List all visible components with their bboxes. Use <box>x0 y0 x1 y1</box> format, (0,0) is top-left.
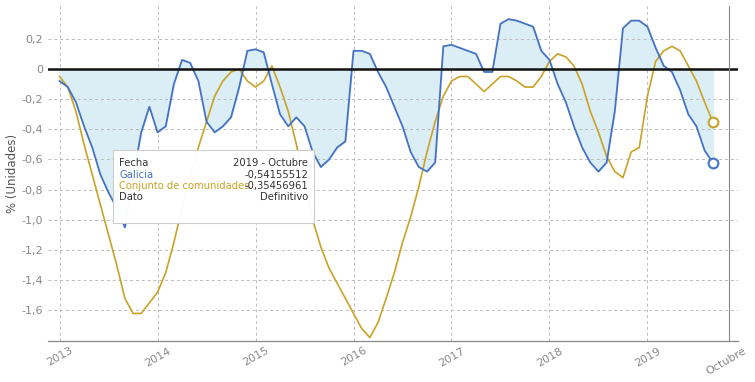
Text: Galicia: Galicia <box>119 170 153 180</box>
Text: Definitivo: Definitivo <box>260 193 309 202</box>
Text: Fecha: Fecha <box>119 159 149 168</box>
Text: -0,35456961: -0,35456961 <box>245 181 309 191</box>
Text: Dato: Dato <box>119 193 143 202</box>
Text: 2019 - Octubre: 2019 - Octubre <box>233 159 309 168</box>
Y-axis label: % (Unidades): % (Unidades) <box>5 134 19 213</box>
Text: Conjunto de comunidades: Conjunto de comunidades <box>119 181 250 191</box>
Text: -0,54155512: -0,54155512 <box>245 170 309 180</box>
FancyBboxPatch shape <box>113 151 314 223</box>
